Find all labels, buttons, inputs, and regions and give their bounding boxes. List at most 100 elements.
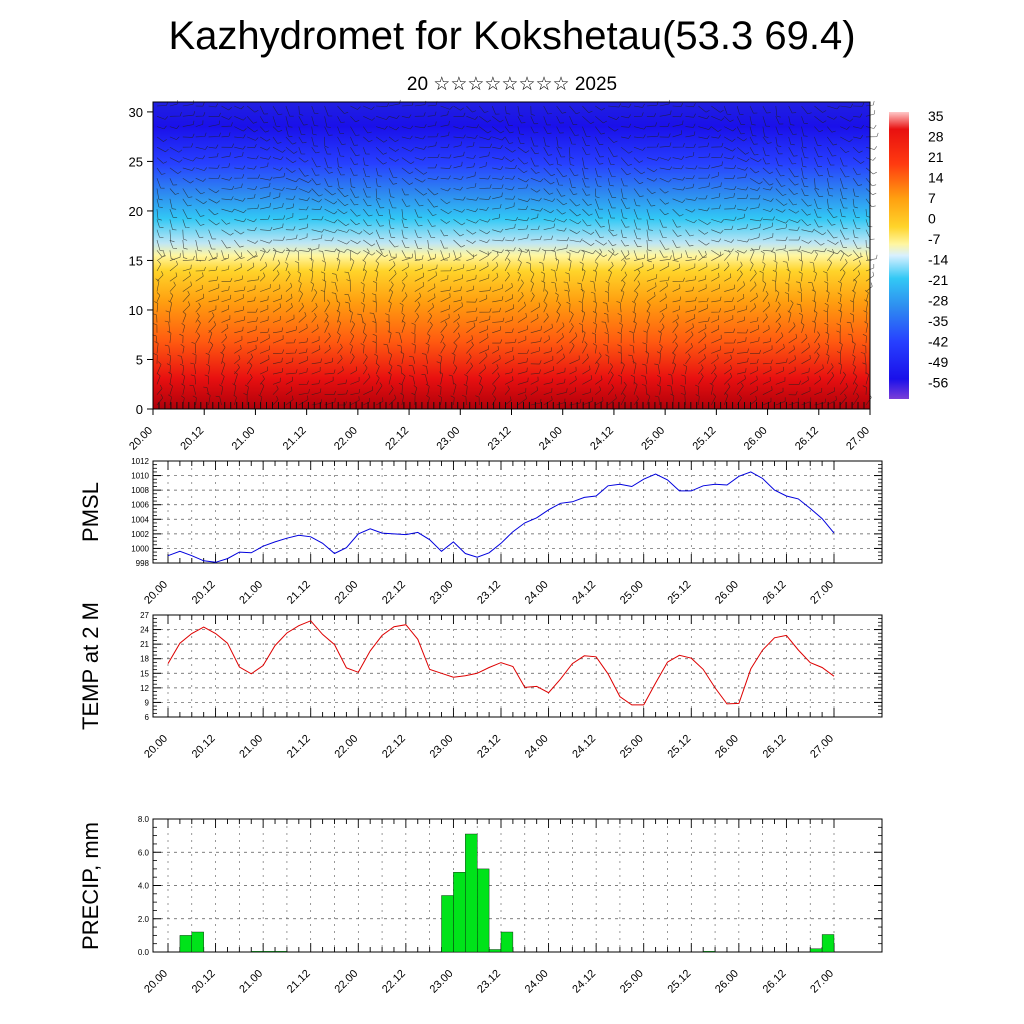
- heatmap-y-tick-label: 30: [129, 105, 143, 120]
- heatmap-y-tick-label: 25: [129, 154, 143, 169]
- y-tick-label: 998: [136, 559, 150, 568]
- x-tick-label: 20.12: [190, 733, 218, 761]
- heatmap-y-tick-label: 15: [129, 253, 143, 268]
- x-tick-label: 22.00: [332, 733, 360, 761]
- x-tick-label: 25.12: [665, 579, 693, 607]
- x-tick-label: 20.12: [190, 579, 218, 607]
- x-tick-label: 22.12: [380, 733, 408, 761]
- y-tick-label: 1008: [131, 486, 149, 495]
- x-tick-label: 20.00: [142, 968, 170, 996]
- x-tick-label: 25.00: [618, 579, 646, 607]
- y-tick-label: 1006: [131, 501, 149, 510]
- precip-bar: [191, 931, 204, 953]
- y-tick-label: 9: [145, 698, 150, 707]
- temp-series-line: [167, 620, 835, 706]
- colorbar-label: 14: [928, 170, 944, 186]
- colorbar-label: 35: [928, 108, 944, 124]
- precip-bar: [274, 951, 288, 953]
- heatmap-x-tick-label: 25.00: [639, 425, 667, 453]
- y-tick-label: 1002: [131, 530, 149, 539]
- precip-bar: [500, 931, 514, 953]
- x-tick-label: 20.00: [142, 579, 170, 607]
- precip-bar: [488, 949, 502, 953]
- heatmap-x-tick-label: 20.12: [178, 425, 206, 453]
- x-tick-label: 25.12: [665, 968, 693, 996]
- colorbar-label: -21: [928, 272, 948, 288]
- x-tick-label: 22.12: [380, 968, 408, 996]
- heatmap-x-tick-label: 23.00: [434, 425, 462, 453]
- x-tick-label: 21.12: [285, 733, 313, 761]
- heatmap-x-tick-label: 22.12: [383, 425, 411, 453]
- temperature-heatmap-panel: 0 5 10 15 20 25 30 20.00 20.12 21.00 21.12 22.00 22…: [127, 99, 879, 453]
- x-tick-label: 25.00: [618, 733, 646, 761]
- y-axis-label: PMSL: [78, 482, 103, 542]
- pmsl-panel: 998 1000 1002 1004 1006 1008 1010 1012 20.00 20.1…: [78, 457, 883, 607]
- x-tick-label: 23.12: [475, 579, 503, 607]
- precip-bar: [441, 895, 454, 953]
- x-tick-label: 26.00: [713, 579, 741, 607]
- colorbar-swatch: [889, 112, 909, 399]
- heatmap-field: [153, 102, 870, 409]
- x-tick-label: 24.00: [523, 968, 551, 996]
- colorbar-label: 7: [928, 190, 936, 206]
- x-tick-label: 23.00: [428, 968, 456, 996]
- x-tick-label: 25.12: [665, 733, 693, 761]
- x-tick-label: 27.00: [808, 733, 836, 761]
- x-tick-label: 23.00: [428, 733, 456, 761]
- heatmap-y-tick-label: 20: [129, 204, 143, 219]
- pmsl-series-line: [167, 471, 835, 563]
- precip-bar: [821, 934, 835, 953]
- x-tick-label: 23.12: [475, 968, 503, 996]
- heatmap-x-tick-label: 26.12: [793, 425, 821, 453]
- heatmap-y-tick-label: 10: [129, 303, 143, 318]
- x-tick-label: 24.12: [570, 733, 598, 761]
- y-tick-label: 2.0: [138, 915, 150, 924]
- colorbar-label: 21: [928, 149, 944, 165]
- x-tick-label: 26.12: [761, 733, 789, 761]
- y-tick-label: 0.0: [138, 948, 150, 957]
- heatmap-x-tick-label: 25.12: [691, 425, 719, 453]
- heatmap-x-tick-label: 23.12: [486, 425, 514, 453]
- colorbar-labels: 35 28 21 14 7 0 -7 -14 -21 -28 -35 -42 -49 -56: [928, 108, 948, 391]
- y-tick-label: 12: [140, 684, 149, 693]
- colorbar-label: -14: [928, 252, 948, 268]
- x-tick-label: 21.00: [237, 968, 265, 996]
- colorbar-label: -7: [928, 231, 941, 247]
- heatmap-y-tick-label: 0: [136, 402, 143, 417]
- precip-bar: [250, 951, 264, 953]
- precip-bar: [262, 951, 276, 953]
- y-tick-label: 27: [140, 611, 149, 620]
- x-tick-label: 26.12: [761, 579, 789, 607]
- y-tick-label: 6.0: [138, 848, 150, 857]
- chart-subtitle: 20 ☆☆☆☆☆☆☆☆ 2025: [406, 74, 618, 95]
- heatmap-x-tick-label: 24.00: [537, 425, 565, 453]
- y-tick-label: 21: [140, 640, 149, 649]
- colorbar-label: -49: [928, 354, 948, 370]
- x-tick-label: 22.12: [380, 579, 408, 607]
- precip-bar: [477, 868, 490, 953]
- x-tick-label: 21.00: [237, 579, 265, 607]
- x-tick-label: 24.00: [523, 733, 551, 761]
- panel-frame: [152, 460, 883, 564]
- heatmap-y-axis: 0 5 10 15 20 25 30: [129, 105, 153, 417]
- heatmap-x-tick-label: 24.12: [588, 425, 616, 453]
- y-axis-label: PRECIP, mm: [78, 822, 103, 950]
- precip-bar: [453, 872, 466, 953]
- colorbar-label: -42: [928, 334, 948, 350]
- chart-title: Kazhydromet for Kokshetau(53.3 69.4): [168, 14, 856, 58]
- precip-bar: [810, 948, 823, 953]
- y-tick-label: 1012: [131, 457, 149, 466]
- x-tick-label: 26.00: [713, 733, 741, 761]
- x-tick-label: 26.12: [761, 968, 789, 996]
- y-tick-label: 8.0: [138, 815, 150, 824]
- x-tick-label: 20.12: [190, 968, 218, 996]
- x-tick-label: 24.12: [570, 579, 598, 607]
- x-tick-label: 27.00: [808, 968, 836, 996]
- x-tick-label: 21.00: [237, 733, 265, 761]
- x-tick-label: 25.00: [618, 968, 646, 996]
- x-tick-label: 21.12: [285, 968, 313, 996]
- heatmap-x-tick-label: 22.00: [332, 425, 360, 453]
- y-tick-label: 1004: [131, 515, 149, 524]
- wind-barbs: [152, 99, 879, 406]
